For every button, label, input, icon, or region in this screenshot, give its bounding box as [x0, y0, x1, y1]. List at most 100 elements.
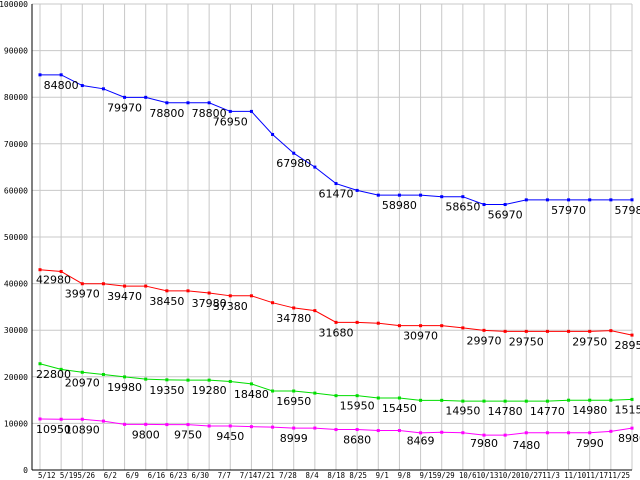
series-point — [376, 321, 380, 325]
series-point — [482, 328, 486, 332]
series-point — [630, 397, 634, 401]
series-point — [440, 398, 444, 402]
series-point — [630, 198, 634, 202]
data-label: 56970 — [488, 209, 523, 222]
y-tick-label: 30000 — [4, 326, 28, 335]
data-label: 19980 — [107, 381, 142, 394]
data-label: 76950 — [213, 115, 248, 128]
series-point — [630, 426, 634, 430]
series-point — [228, 294, 232, 298]
data-label: 78800 — [192, 107, 227, 120]
data-label: 28950 — [615, 339, 640, 352]
series-point — [165, 289, 169, 293]
series-point — [609, 398, 613, 402]
data-label: 14780 — [488, 405, 523, 418]
series-point — [419, 193, 423, 197]
series-point — [292, 151, 296, 155]
data-label: 19280 — [192, 384, 227, 397]
series-point — [313, 165, 317, 169]
series-point — [101, 282, 105, 286]
series-point — [144, 95, 148, 99]
y-tick-label: 90000 — [4, 47, 28, 56]
data-label: 20970 — [65, 376, 100, 389]
series-point — [228, 424, 232, 428]
series-point — [144, 422, 148, 426]
grid-lines — [32, 3, 633, 471]
data-label: 79970 — [107, 101, 142, 114]
series-point — [355, 428, 359, 432]
series-point — [440, 324, 444, 328]
series-point — [249, 109, 253, 113]
series-point — [38, 268, 42, 272]
series-point — [59, 73, 63, 77]
series-point — [419, 431, 423, 435]
y-tick-label: 80000 — [4, 93, 28, 102]
series-point — [334, 320, 338, 324]
series-point — [524, 399, 528, 403]
series-point — [59, 417, 63, 421]
series-point — [165, 423, 169, 427]
data-label: 42980 — [36, 274, 71, 287]
series-point — [80, 417, 84, 421]
y-axis-ticks: 0 10000 20000 30000 40000 50000 60000 70000 8000… — [0, 0, 28, 475]
data-label: 9450 — [216, 430, 244, 443]
series-point — [503, 433, 507, 437]
series-point — [482, 433, 486, 437]
series-point — [38, 73, 42, 77]
y-tick-label: 0 — [23, 466, 28, 475]
y-tick-label: 60000 — [4, 186, 28, 195]
y-tick-label: 50000 — [4, 233, 28, 242]
series-point — [588, 329, 592, 333]
series-point — [482, 399, 486, 403]
series-point — [207, 378, 211, 382]
series-point — [440, 195, 444, 199]
series-point — [186, 423, 190, 427]
series-point — [461, 431, 465, 435]
x-axis-ticks: 5/12 5/195/26 6/2 6/9 6/16 6/23 6/30 7/7… — [38, 471, 630, 480]
data-label: 10950 — [36, 423, 71, 436]
series-point — [503, 203, 507, 207]
series-point — [80, 282, 84, 286]
series-point — [207, 101, 211, 105]
data-label: 15450 — [382, 402, 417, 415]
series-point — [461, 399, 465, 403]
series-point — [376, 429, 380, 433]
series-point — [334, 182, 338, 186]
data-label: 39470 — [107, 290, 142, 303]
data-label: 61470 — [319, 188, 354, 201]
series-point — [397, 396, 401, 400]
series-point — [419, 398, 423, 402]
data-label: 38450 — [149, 295, 184, 308]
series-point — [567, 198, 571, 202]
series-point — [313, 391, 317, 395]
series-point — [397, 429, 401, 433]
series-point — [38, 362, 42, 366]
data-label: 29750 — [509, 335, 544, 348]
series-point — [376, 396, 380, 400]
series-point — [588, 431, 592, 435]
series-point — [59, 269, 63, 273]
series-point — [80, 84, 84, 88]
series-point — [609, 198, 613, 202]
series-point — [334, 394, 338, 398]
series-point — [313, 309, 317, 313]
series-point — [376, 193, 380, 197]
series-point — [609, 429, 613, 433]
series-point — [59, 367, 63, 371]
data-label: 16950 — [276, 395, 311, 408]
series-point — [545, 198, 549, 202]
axes — [31, 4, 632, 471]
data-label: 29970 — [467, 334, 502, 347]
series-point — [313, 426, 317, 430]
series-point — [123, 422, 127, 426]
data-label: 15950 — [340, 400, 375, 413]
series-point — [249, 294, 253, 298]
data-label: 14950 — [445, 404, 480, 417]
series-point — [419, 324, 423, 328]
series-point — [545, 431, 549, 435]
series-point — [292, 306, 296, 310]
series-point — [355, 188, 359, 192]
data-label: 9800 — [132, 428, 160, 441]
series-point — [482, 203, 486, 207]
